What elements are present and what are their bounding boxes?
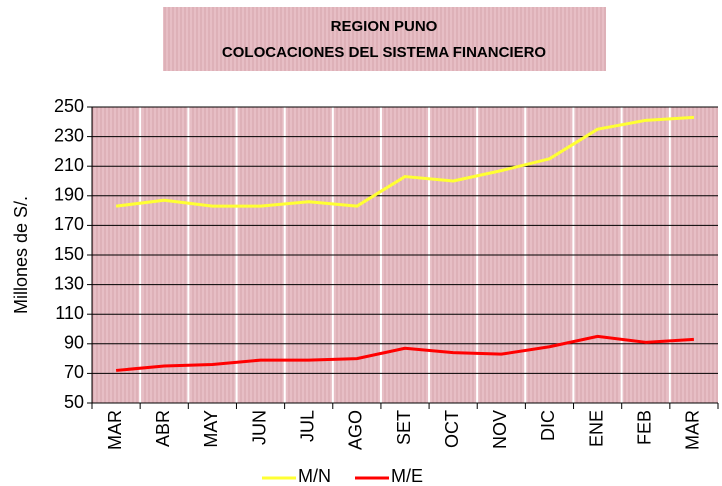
- legend-label: M/N: [298, 466, 331, 486]
- x-tick-label: MAR: [105, 410, 125, 450]
- y-tick-label: 210: [54, 155, 84, 175]
- chart-subtitle: COLOCACIONES DEL SISTEMA FINANCIERO: [222, 44, 547, 61]
- y-tick-label: 230: [54, 125, 84, 145]
- y-tick-label: 250: [54, 96, 84, 116]
- y-tick-label: 170: [54, 214, 84, 234]
- series-line: [115, 115, 695, 208]
- x-tick-label: DIC: [538, 410, 558, 441]
- x-tick-label: JUL: [297, 410, 317, 442]
- x-tick-label: ABR: [153, 410, 173, 447]
- chart-title: REGION PUNO: [331, 18, 438, 35]
- y-axis-label: Millones de S/.: [11, 196, 31, 314]
- x-tick-label: SET: [394, 410, 414, 445]
- y-tick-label: 130: [54, 273, 84, 293]
- x-tick-label: AGO: [346, 410, 366, 450]
- x-tick-label: OCT: [442, 410, 462, 448]
- y-tick-label: 110: [55, 303, 84, 323]
- y-tick-label: 50: [64, 392, 84, 412]
- x-tick-label: MAY: [201, 410, 221, 448]
- y-tick-label: 90: [64, 333, 84, 353]
- x-tick-label: NOV: [490, 410, 510, 449]
- x-tick-label: ENE: [586, 410, 606, 447]
- x-tick-label: JUN: [249, 410, 269, 445]
- x-tick-label: FEB: [635, 410, 655, 445]
- y-tick-label: 70: [64, 362, 84, 382]
- series-line: [115, 334, 695, 372]
- legend-label: M/E: [391, 466, 423, 486]
- x-tick-label: MAR: [683, 410, 703, 450]
- y-tick-label: 150: [54, 244, 84, 264]
- title-box: [163, 7, 606, 71]
- y-tick-label: 190: [54, 185, 84, 205]
